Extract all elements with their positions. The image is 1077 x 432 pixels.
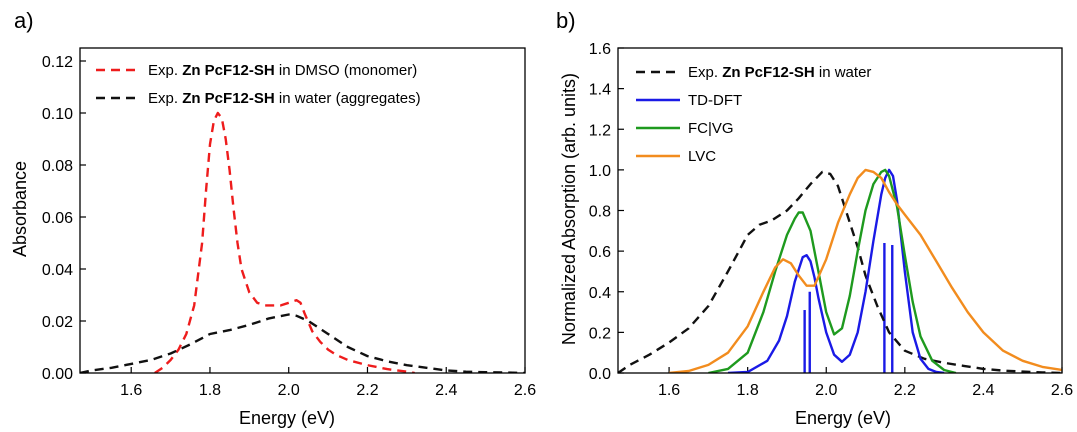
panel-b-y-tick-label: 0.4 <box>589 285 611 302</box>
panel-b-series-line <box>727 168 945 373</box>
panel-a-x-tick-label: 2.4 <box>435 382 457 399</box>
panel-a-x-axis-title: Energy (eV) <box>239 408 335 428</box>
panel-a-legend-label: Exp. Zn PcF12-SH in DMSO (monomer) <box>148 62 417 79</box>
panel-b-y-axis-title: Normalized Absorption (arb. units) <box>559 73 579 345</box>
panel-b-axis-frame <box>617 47 1063 374</box>
panel-a-y-tick-label: 0.12 <box>42 54 73 71</box>
panel-b-x-tick-label: 2.0 <box>815 382 837 399</box>
panel-b-y-tick-label: 1.0 <box>589 163 611 180</box>
panel-b-y-tick-label: 0.6 <box>589 244 611 261</box>
panel-a-series-line <box>154 111 415 373</box>
panel-label-b: b) <box>556 8 576 33</box>
panel-b-y-tick-label: 1.6 <box>589 41 611 58</box>
panel-b-x-tick-label: 2.6 <box>1051 382 1073 399</box>
panel-a-x-tick-label: 1.8 <box>199 382 221 399</box>
panel-b-legend-label: TD-DFT <box>688 92 742 109</box>
panel-b-legend-label: LVC <box>688 148 716 165</box>
panel-a-y-axis-title: Absorbance <box>10 161 30 257</box>
panel-b-y-tick-label: 0.2 <box>589 325 611 342</box>
panel-a-legend-label: Exp. Zn PcF12-SH in water (aggregates) <box>148 90 421 107</box>
panel-a-axis-frame <box>79 47 526 374</box>
panel-a-x-tick-label: 2.2 <box>356 382 378 399</box>
panel-a-x-tick-label: 2.6 <box>514 382 536 399</box>
panel-b-legend-label: Exp. Zn PcF12-SH in water <box>688 64 871 81</box>
panel-a-x-tick-label: 1.6 <box>120 382 142 399</box>
panel-a-y-tick-label: 0.00 <box>42 366 73 383</box>
panel-a-y-tick-label: 0.06 <box>42 210 73 227</box>
panel-b-x-axis-title: Energy (eV) <box>795 408 891 428</box>
panel-b-y-tick-label: 1.2 <box>589 122 611 139</box>
panel-a-y-tick-label: 0.08 <box>42 158 73 175</box>
panel-b-x-tick-label: 1.8 <box>737 382 759 399</box>
panel-a-chart: 1.6 1.8 2.0 2.2 2.4 2.6 0.00 0.02 0.04 0.06 0.08 0.… <box>42 47 536 399</box>
panel-b-legend-label: FC|VG <box>688 120 734 137</box>
panel-b-y-tick-label: 1.4 <box>589 82 611 99</box>
panel-b-series-line <box>668 168 1062 373</box>
panel-b-y-tick-label: 0.8 <box>589 204 611 221</box>
panel-b-x-tick-label: 1.6 <box>658 382 680 399</box>
panel-a-y-tick-label: 0.02 <box>42 314 73 331</box>
panel-a-series-line <box>80 313 525 373</box>
panel-label-a: a) <box>14 8 34 33</box>
panel-b-y-tick-label: 0.0 <box>589 366 611 383</box>
panel-a-y-tick-label: 0.10 <box>42 106 73 123</box>
panel-b-x-tick-label: 2.4 <box>972 382 994 399</box>
panel-a-y-tick-label: 0.04 <box>42 262 73 279</box>
panel-b-chart: 1.6 1.8 2.0 2.2 2.4 2.6 0.0 0.2 0.4 0.6 0.8 1.0 1.2 1… <box>589 41 1073 399</box>
panel-b-series-line <box>708 168 957 373</box>
panel-b-series-line <box>618 170 1062 373</box>
panel-a-x-tick-label: 2.0 <box>278 382 300 399</box>
panel-b-x-tick-label: 2.2 <box>894 382 916 399</box>
